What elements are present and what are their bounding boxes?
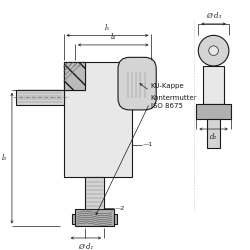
Bar xyxy=(196,104,231,120)
Bar xyxy=(16,90,64,105)
Text: —1: —1 xyxy=(143,142,153,147)
Bar xyxy=(72,214,76,224)
Text: Ø d₁: Ø d₁ xyxy=(78,243,94,250)
Bar xyxy=(85,177,104,213)
Text: l₄: l₄ xyxy=(111,33,116,41)
Circle shape xyxy=(209,46,218,56)
Bar xyxy=(203,66,224,104)
Bar xyxy=(64,62,132,177)
Text: Ø d₃: Ø d₃ xyxy=(206,12,221,20)
Text: Kontermutter: Kontermutter xyxy=(150,95,197,101)
Text: —2: —2 xyxy=(114,206,125,211)
Bar xyxy=(114,214,117,224)
Bar xyxy=(64,62,84,90)
Text: l₃: l₃ xyxy=(2,154,7,162)
Text: d₂: d₂ xyxy=(210,133,217,141)
FancyBboxPatch shape xyxy=(118,57,156,110)
Text: KU-Kappe: KU-Kappe xyxy=(150,83,184,89)
Bar xyxy=(64,62,84,90)
Bar xyxy=(207,120,220,148)
Text: ISO 8675: ISO 8675 xyxy=(150,103,182,109)
Circle shape xyxy=(198,35,229,66)
Text: l₅: l₅ xyxy=(105,24,110,32)
Bar xyxy=(76,209,114,226)
